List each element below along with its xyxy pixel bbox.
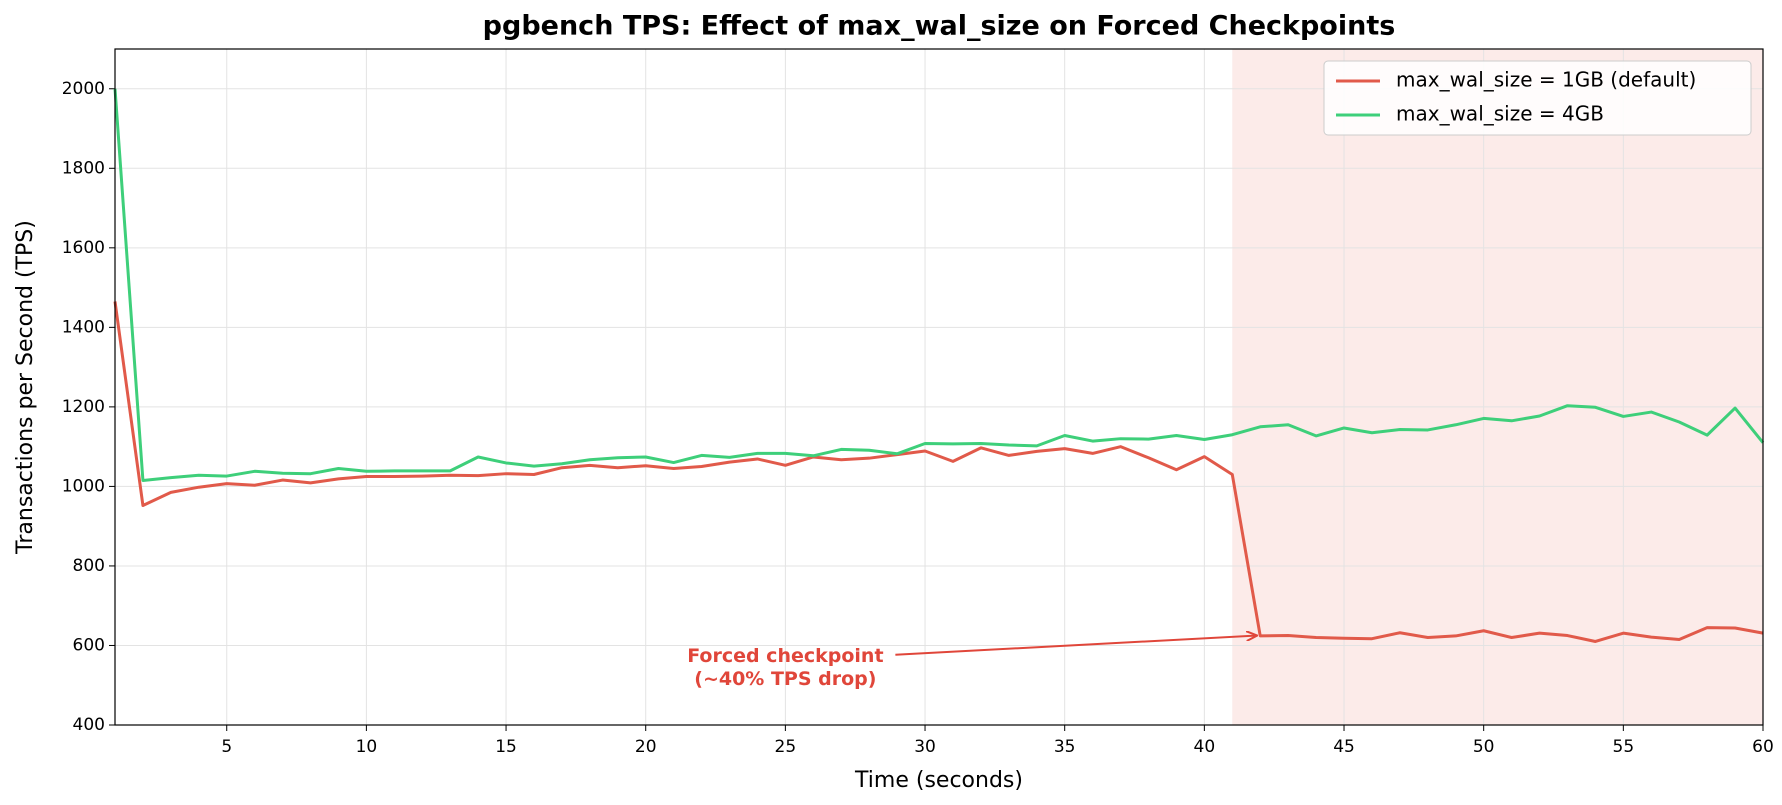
annotation-text: (~40% TPS drop) xyxy=(694,668,876,690)
shaded-region xyxy=(1232,49,1763,725)
x-tick-label: 30 xyxy=(914,737,936,757)
y-tick-label: 1600 xyxy=(62,238,105,258)
y-tick-label: 1000 xyxy=(62,476,105,496)
y-tick-label: 400 xyxy=(73,715,105,735)
y-tick-label: 1800 xyxy=(62,158,105,178)
annotation-text: Forced checkpoint xyxy=(687,645,883,667)
legend-label: max_wal_size = 1GB (default) xyxy=(1396,68,1696,92)
y-tick-label: 600 xyxy=(73,635,105,655)
legend-box xyxy=(1323,60,1752,136)
x-tick-label: 50 xyxy=(1473,737,1495,757)
x-tick-label: 10 xyxy=(356,737,378,757)
series-line xyxy=(113,301,1764,643)
x-tick-label: 15 xyxy=(495,737,517,757)
y-tick-label: 800 xyxy=(73,556,105,576)
x-tick-label: 45 xyxy=(1333,737,1355,757)
legend-label: max_wal_size = 4GB xyxy=(1396,102,1604,126)
x-tick-label: 5 xyxy=(221,737,232,757)
x-tick-label: 35 xyxy=(1054,737,1076,757)
x-tick-label: 40 xyxy=(1194,737,1216,757)
x-tick-label: 25 xyxy=(775,737,797,757)
plot-frame xyxy=(114,48,1764,726)
y-tick-label: 1200 xyxy=(62,397,105,417)
series-line xyxy=(113,88,1765,482)
chart-title: pgbench TPS: Effect of max_wal_size on F… xyxy=(483,11,1396,42)
x-tick-label: 55 xyxy=(1613,737,1635,757)
x-tick-label: 60 xyxy=(1752,737,1774,757)
y-tick-label: 2000 xyxy=(62,79,105,99)
y-tick-label: 1400 xyxy=(62,317,105,337)
x-axis-label: Time (seconds) xyxy=(854,768,1023,793)
x-tick-label: 20 xyxy=(635,737,657,757)
annotation-arrow xyxy=(895,636,1257,656)
y-axis-label: Transactions per Second (TPS) xyxy=(13,220,38,555)
